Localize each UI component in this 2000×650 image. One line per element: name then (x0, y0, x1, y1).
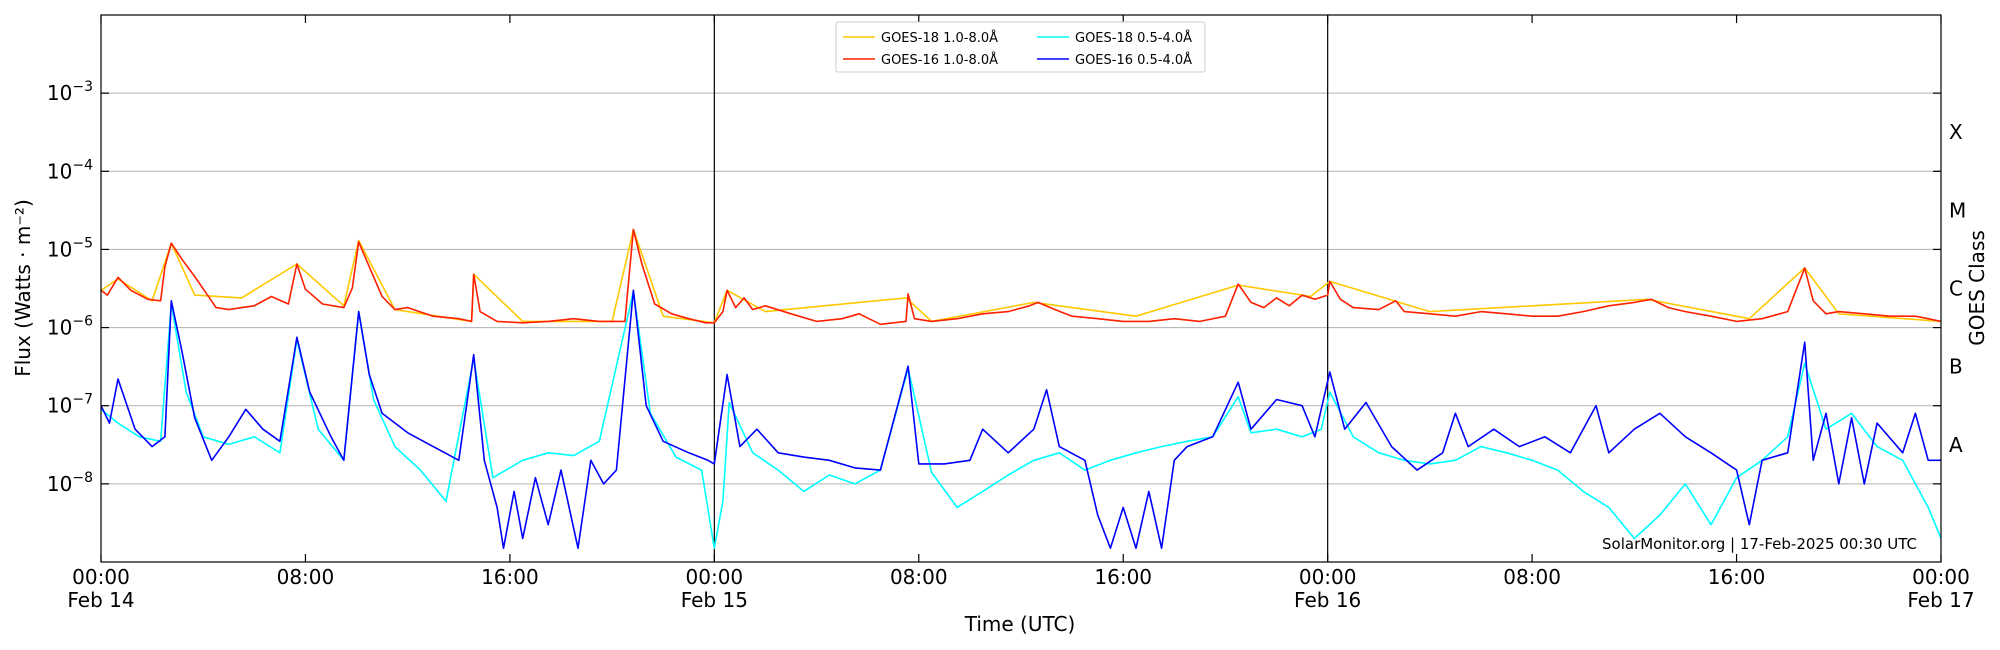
x-tick-label: 00:00 (1912, 565, 1970, 589)
goes-class-label: M (1949, 198, 1966, 222)
goes-class-label: B (1949, 355, 1963, 379)
legend-label-goes16-short: GOES-16 0.5-4.0Å (1075, 52, 1192, 68)
x-tick-label: 16:00 (1708, 565, 1766, 589)
x-tick-label: 00:00 (1299, 565, 1357, 589)
y-tick-exponent: −8 (72, 470, 93, 486)
series-line-goes-16-0-5-4-0- (101, 289, 1941, 549)
x-tick-label: 00:00 (686, 565, 744, 589)
x-tick-label: 08:00 (277, 565, 335, 589)
y-tick-exponent: −4 (72, 157, 93, 173)
plot-frame (100, 14, 1942, 563)
x-tick-label: 00:00 (72, 565, 130, 589)
goes-class-labels: A B C M X (1949, 120, 1966, 457)
legend: GOES-18 1.0-8.0Å GOES-16 1.0-8.0Å GOES-1… (835, 21, 1206, 73)
y-tick-exponent: −6 (72, 314, 93, 330)
legend-label-goes18-short: GOES-18 0.5-4.0Å (1075, 30, 1192, 46)
legend-label-goes16-long: GOES-16 1.0-8.0Å (881, 52, 998, 68)
y-tick-exponent: −7 (72, 392, 93, 408)
horizontal-gridlines (101, 92, 1941, 485)
legend-label-goes18-long: GOES-18 1.0-8.0Å (881, 30, 998, 46)
x-tick-date-label: Feb 16 (1294, 588, 1361, 612)
x-tick-label: 08:00 (890, 565, 948, 589)
x-tick-label: 16:00 (481, 565, 539, 589)
x-tick-date-label: Feb 15 (681, 588, 748, 612)
y-axis-title: Flux (Watts · m⁻²) (11, 199, 35, 377)
y-tick-label: 10−3 (47, 79, 93, 105)
day-boundary-lines (713, 15, 1329, 562)
x-axis-title: Time (UTC) (964, 612, 1076, 636)
credit-timestamp: SolarMonitor.org | 17-Feb-2025 00:30 UTC (1602, 535, 1917, 553)
y-tick-exponent: −5 (72, 235, 93, 251)
y-tick-exponent: −3 (72, 79, 93, 95)
legend-box (835, 21, 1206, 73)
x-tick-label: 16:00 (1094, 565, 1152, 589)
flux-series-group (101, 228, 1941, 549)
series-line-goes-16-1-0-8-0- (101, 228, 1941, 326)
goes-class-label: X (1949, 120, 1963, 144)
goes-class-label: A (1949, 433, 1963, 457)
x-tick-date-label: Feb 14 (67, 588, 134, 612)
goes-class-label: C (1949, 277, 1963, 301)
x-tick-label: 08:00 (1503, 565, 1561, 589)
x-tick-date-label: Feb 17 (1907, 588, 1974, 612)
y-tick-label: 10−6 (47, 314, 93, 340)
right-axis-title: GOES Class (1965, 230, 1989, 346)
